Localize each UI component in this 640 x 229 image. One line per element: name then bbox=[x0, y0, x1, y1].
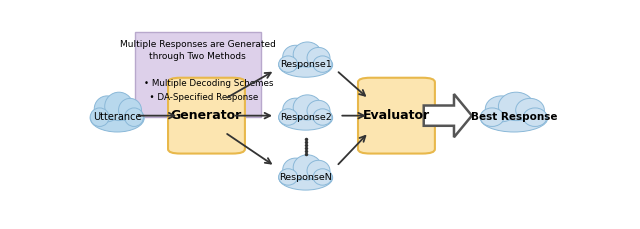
Ellipse shape bbox=[516, 98, 545, 122]
FancyBboxPatch shape bbox=[358, 78, 435, 154]
Ellipse shape bbox=[313, 56, 332, 72]
FancyBboxPatch shape bbox=[168, 78, 245, 154]
Text: Response2: Response2 bbox=[280, 113, 332, 122]
Text: Utterance: Utterance bbox=[93, 112, 141, 123]
Ellipse shape bbox=[293, 155, 321, 180]
Ellipse shape bbox=[293, 42, 321, 67]
Ellipse shape bbox=[278, 56, 298, 72]
Text: • Multiple Decoding Schemes
  • DA-Specified Response: • Multiple Decoding Schemes • DA-Specifi… bbox=[145, 79, 274, 102]
Ellipse shape bbox=[118, 98, 141, 122]
Text: ResponseN: ResponseN bbox=[279, 173, 332, 182]
Ellipse shape bbox=[485, 96, 517, 122]
Ellipse shape bbox=[283, 98, 308, 121]
Ellipse shape bbox=[105, 92, 133, 121]
Polygon shape bbox=[424, 94, 472, 137]
Ellipse shape bbox=[125, 108, 143, 126]
Text: Generator: Generator bbox=[171, 109, 242, 122]
Text: Evaluator: Evaluator bbox=[363, 109, 430, 122]
Ellipse shape bbox=[524, 108, 547, 126]
Ellipse shape bbox=[278, 53, 333, 77]
Ellipse shape bbox=[278, 109, 298, 125]
Text: Multiple Responses are Generated
through Two Methods: Multiple Responses are Generated through… bbox=[120, 40, 276, 61]
Text: Response1: Response1 bbox=[280, 60, 332, 69]
Ellipse shape bbox=[293, 95, 321, 120]
Ellipse shape bbox=[480, 108, 504, 126]
Ellipse shape bbox=[480, 104, 548, 132]
Ellipse shape bbox=[307, 100, 330, 121]
Ellipse shape bbox=[278, 106, 333, 130]
Ellipse shape bbox=[307, 160, 330, 181]
Ellipse shape bbox=[278, 166, 333, 190]
Ellipse shape bbox=[283, 158, 308, 181]
Ellipse shape bbox=[90, 104, 144, 132]
Ellipse shape bbox=[313, 109, 332, 125]
FancyBboxPatch shape bbox=[134, 32, 261, 117]
Ellipse shape bbox=[499, 92, 534, 121]
Ellipse shape bbox=[313, 169, 332, 185]
Ellipse shape bbox=[278, 169, 298, 185]
Ellipse shape bbox=[307, 47, 330, 68]
Text: Best Response: Best Response bbox=[471, 112, 557, 123]
Ellipse shape bbox=[94, 96, 120, 122]
Ellipse shape bbox=[90, 108, 109, 126]
Ellipse shape bbox=[283, 45, 308, 68]
